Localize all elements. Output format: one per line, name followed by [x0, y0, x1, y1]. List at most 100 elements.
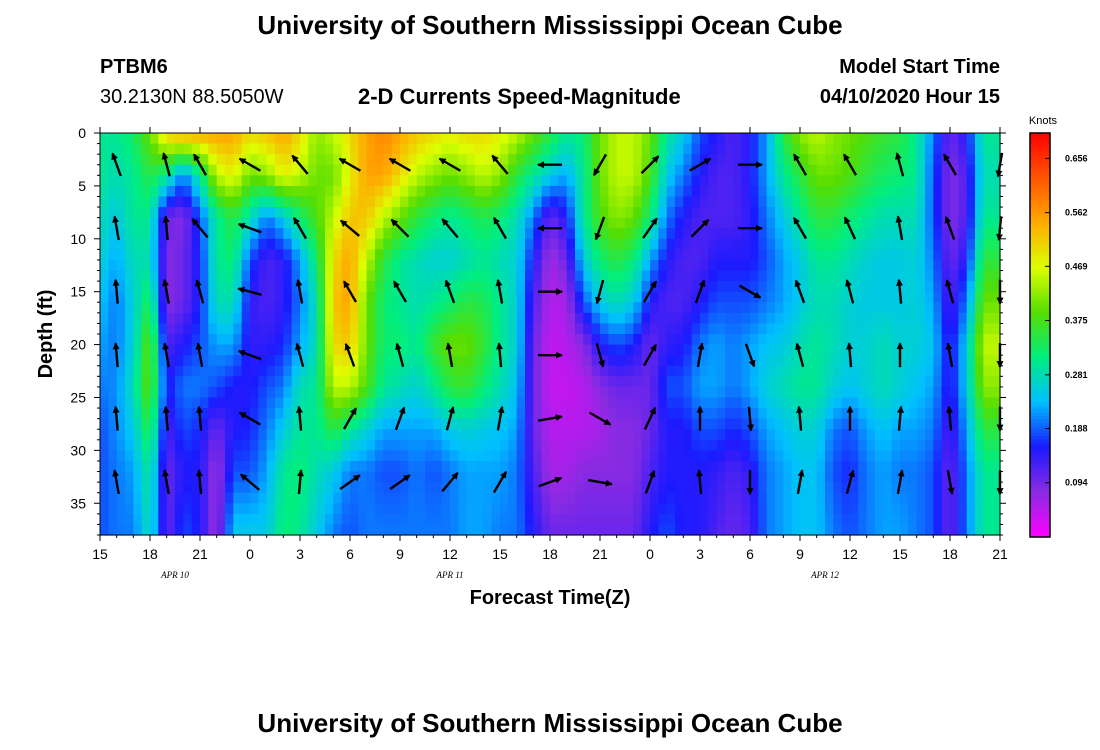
- heatmap-cell: [808, 175, 818, 187]
- heatmap-cell: [666, 291, 676, 303]
- heatmap-cell: [216, 175, 226, 187]
- heatmap-cell: [583, 439, 593, 451]
- heatmap-cell: [958, 154, 968, 166]
- heatmap-cell: [758, 196, 768, 208]
- heatmap-cell: [525, 365, 534, 377]
- heatmap-cell: [675, 143, 684, 155]
- current-vector-arrow: [441, 218, 459, 239]
- heatmap-cell: [475, 365, 484, 377]
- heatmap-cell: [333, 175, 343, 187]
- heatmap-cell: [375, 207, 384, 219]
- x-tick-label: 15: [892, 546, 908, 562]
- heatmap-cell: [400, 450, 409, 462]
- heatmap-cell: [750, 418, 759, 430]
- heatmap-cell: [800, 249, 809, 261]
- heatmap-cell: [541, 228, 551, 240]
- heatmap-cell: [525, 429, 534, 441]
- heatmap-cell: [683, 281, 693, 293]
- heatmap-cell: [800, 386, 809, 399]
- heatmap-cell: [825, 207, 834, 219]
- heatmap-cell: [850, 344, 859, 356]
- heatmap-cell: [966, 365, 976, 377]
- heatmap-cell: [333, 503, 343, 515]
- heatmap-cell: [433, 524, 443, 536]
- heatmap-cell: [275, 228, 284, 240]
- heatmap-cell: [483, 270, 493, 282]
- heatmap-cell: [425, 450, 434, 462]
- heatmap-cell: [150, 217, 159, 229]
- heatmap-cell: [275, 302, 284, 314]
- heatmap-cell: [116, 344, 126, 356]
- heatmap-cell: [775, 450, 784, 462]
- heatmap-cell: [491, 513, 501, 526]
- heatmap-cell: [175, 460, 184, 473]
- heatmap-cell: [266, 439, 276, 451]
- heatmap-cell: [641, 334, 651, 346]
- heatmap-cell: [216, 270, 226, 282]
- heatmap-cell: [116, 503, 126, 515]
- heatmap-cell: [158, 450, 168, 462]
- heatmap-cell: [841, 143, 851, 155]
- heatmap-cell: [308, 196, 318, 208]
- heatmap-cell: [958, 185, 968, 198]
- heatmap-cell: [550, 196, 559, 208]
- heatmap-cell: [650, 164, 659, 176]
- heatmap-cell: [941, 312, 951, 325]
- heatmap-cell: [750, 524, 759, 536]
- heatmap-cell: [683, 175, 693, 187]
- colorbar-segment: [1030, 388, 1050, 393]
- heatmap-cell: [725, 323, 734, 335]
- heatmap-cell: [725, 238, 734, 250]
- heatmap-cell: [183, 376, 193, 388]
- current-vector-arrow: [195, 469, 203, 495]
- heatmap-cell: [591, 154, 601, 166]
- x-tick-label: 21: [992, 546, 1008, 562]
- heatmap-cell: [650, 143, 659, 155]
- heatmap-cell: [716, 344, 726, 356]
- heatmap-cell: [750, 482, 759, 494]
- heatmap-cell: [600, 281, 609, 293]
- heatmap-cell: [550, 175, 559, 187]
- heatmap-cell: [958, 249, 968, 261]
- heatmap-cell: [766, 249, 776, 261]
- heatmap-cell: [583, 513, 593, 526]
- heatmap-cell: [325, 418, 334, 430]
- heatmap-cell: [108, 503, 118, 515]
- heatmap-cell: [725, 439, 734, 451]
- heatmap-cell: [183, 460, 193, 473]
- heatmap-cell: [258, 154, 268, 166]
- colorbar-segment: [1030, 412, 1050, 417]
- heatmap-cell: [658, 355, 668, 367]
- heatmap-cell: [483, 492, 493, 504]
- heatmap-cell: [166, 207, 176, 219]
- heatmap-cell: [233, 344, 243, 356]
- heatmap-cell: [183, 344, 193, 356]
- heatmap-cell: [658, 164, 668, 176]
- heatmap-cell: [950, 460, 959, 473]
- heatmap-cell: [808, 397, 818, 409]
- heatmap-cell: [341, 334, 351, 346]
- heatmap-cell: [975, 365, 984, 377]
- heatmap-cell: [675, 344, 684, 356]
- heatmap-cell: [791, 143, 801, 155]
- heatmap-cell: [725, 482, 734, 494]
- heatmap-cell: [225, 259, 234, 272]
- heatmap-cell: [675, 365, 684, 377]
- heatmap-cell: [183, 386, 193, 399]
- heatmap-cell: [666, 259, 676, 272]
- heatmap-cell: [458, 450, 468, 462]
- heatmap-cell: [541, 185, 551, 198]
- colorbar-segment: [1030, 271, 1050, 275]
- heatmap-cell: [733, 376, 743, 388]
- heatmap-cell: [750, 323, 759, 335]
- heatmap-cell: [483, 365, 493, 377]
- heatmap-cell: [766, 386, 776, 399]
- heatmap-cell: [283, 185, 293, 198]
- heatmap-cell: [433, 302, 443, 314]
- heatmap-cell: [200, 503, 209, 515]
- heatmap-cell: [275, 429, 284, 441]
- heatmap-cell: [791, 175, 801, 187]
- heatmap-cell: [725, 133, 734, 145]
- heatmap-cell: [591, 334, 601, 346]
- heatmap-cell: [150, 503, 159, 515]
